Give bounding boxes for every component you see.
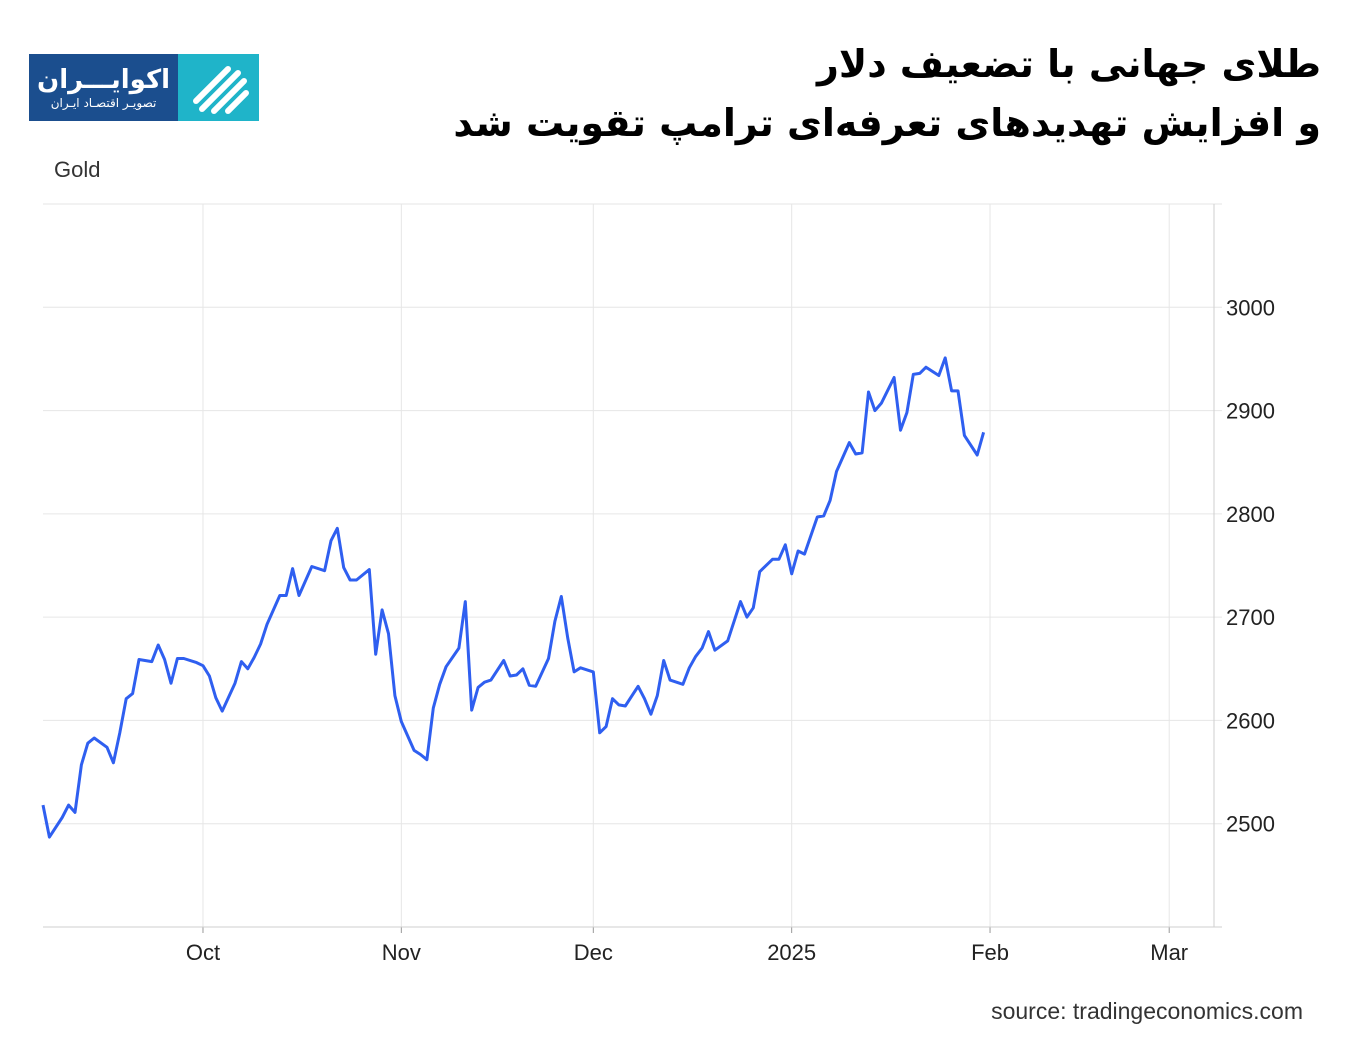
y-axis-labels: 2500 2600 2700 2800 2900 3000 [1226, 295, 1275, 836]
ecoiran-logo: اکوایـــران تصویـر اقتصـاد ایـران [29, 54, 259, 121]
y-tick-label: 2900 [1226, 399, 1275, 424]
gold-price-line [41, 356, 986, 839]
stripes-logo-icon [178, 54, 259, 121]
logo-tagline: تصویـر اقتصـاد ایـران [50, 95, 157, 110]
logo-brand: اکوایـــران [37, 64, 170, 95]
y-tick-label: 3000 [1226, 295, 1275, 320]
y-tick-label: 2500 [1226, 812, 1275, 837]
y-tick-label: 2800 [1226, 502, 1275, 527]
chart-axes [43, 204, 1222, 933]
chart-title: طلای جهانی با تضعیف دلار و افزایش تهدیده… [453, 36, 1321, 154]
y-tick-label: 2700 [1226, 605, 1275, 630]
y-tick-label: 2600 [1226, 708, 1275, 733]
x-tick-label: 2025 [767, 940, 816, 965]
x-tick-label: Oct [186, 940, 220, 965]
chart-grid [43, 203, 1222, 927]
x-tick-label: Dec [574, 940, 613, 965]
x-axis-labels: Oct Nov Dec 2025 Feb Mar [186, 940, 1188, 965]
logo-text-block: اکوایـــران تصویـر اقتصـاد ایـران [29, 54, 178, 121]
series-label: Gold [54, 157, 101, 182]
x-tick-label: Mar [1150, 940, 1188, 965]
source-credit: source: tradingeconomics.com [991, 998, 1303, 1024]
x-tick-label: Feb [971, 940, 1009, 965]
title-line-2: و افزایش تهدیدهای تعرفه‌ای ترامپ تقویت ش… [453, 101, 1321, 145]
title-line-1: طلای جهانی با تضعیف دلار [817, 42, 1321, 86]
x-tick-label: Nov [382, 940, 421, 965]
